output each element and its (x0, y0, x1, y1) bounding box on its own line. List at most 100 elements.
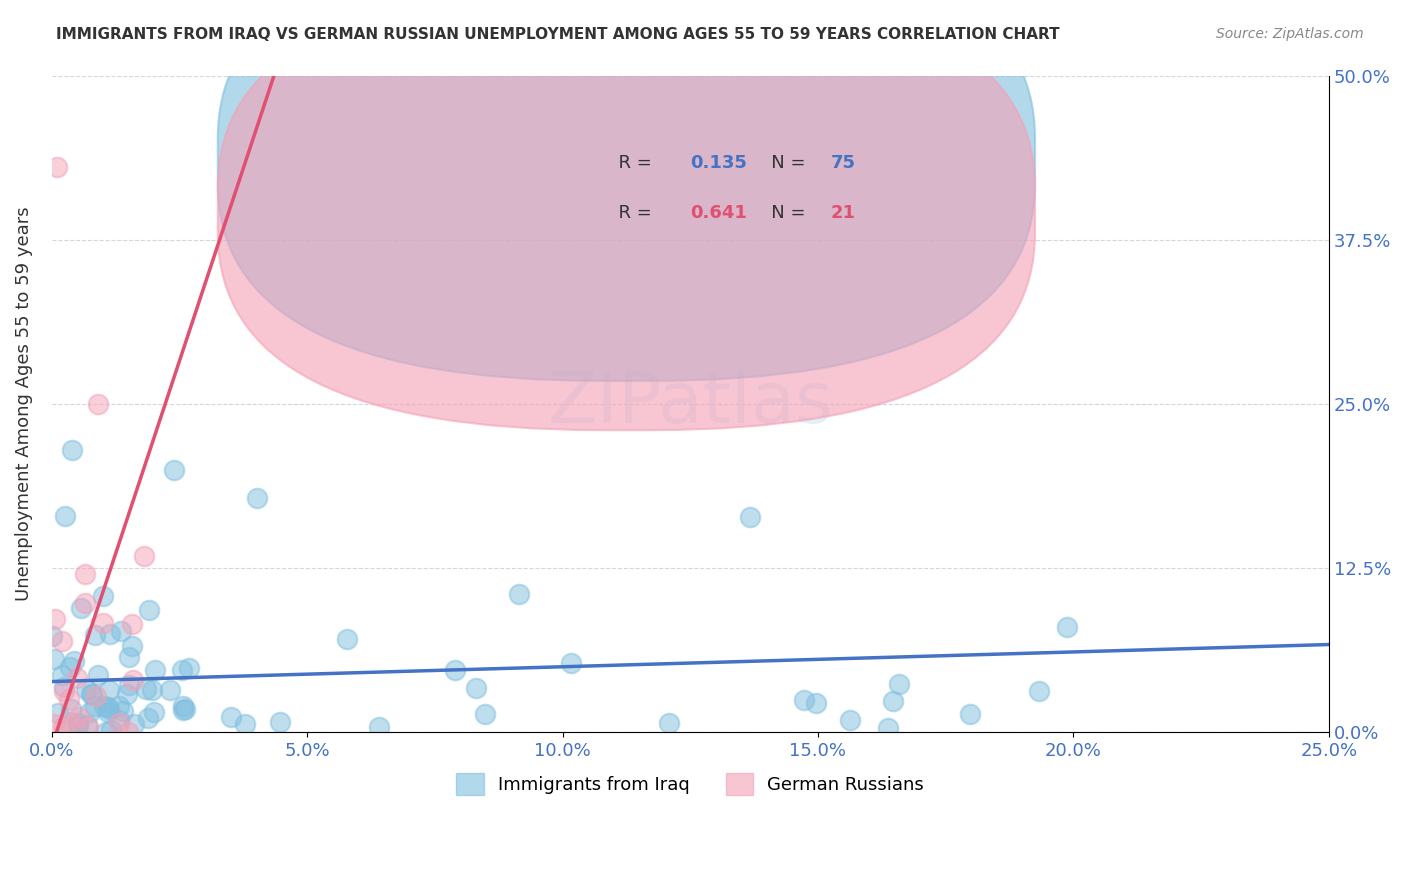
Text: R =: R = (607, 154, 658, 172)
Point (75, 567, 97, 582)
Point (159, 682, 181, 697)
Point (118, 649, 141, 664)
Point (110, 624, 132, 638)
Text: 21: 21 (831, 203, 856, 221)
Point (959, 706, 981, 721)
Point (93, 615, 115, 630)
Point (658, 716, 681, 731)
Point (170, 663, 193, 677)
Point (93, 698, 115, 713)
Point (100, 723, 122, 737)
Y-axis label: Unemployment Among Ages 55 to 59 years: Unemployment Among Ages 55 to 59 years (15, 207, 32, 601)
Text: 0.641: 0.641 (690, 203, 747, 221)
Point (41, 629, 63, 643)
Point (76, 718, 98, 732)
Point (121, 616, 143, 631)
Point (135, 681, 157, 696)
Point (172, 698, 194, 713)
Point (219, 709, 242, 723)
Text: N =: N = (754, 203, 811, 221)
Point (86, 667, 108, 681)
Point (87, 397, 110, 411)
Text: 0.135: 0.135 (690, 154, 747, 172)
Point (115, 687, 138, 701)
Point (83, 698, 105, 713)
Point (444, 664, 467, 678)
Point (560, 657, 582, 671)
Point (233, 716, 256, 731)
Point (58, 691, 80, 706)
Point (97, 705, 120, 719)
Point (138, 603, 160, 617)
Text: 75: 75 (831, 154, 856, 172)
Point (77, 720, 100, 734)
Text: ZIPatlas: ZIPatlas (547, 369, 834, 438)
Point (70, 601, 93, 615)
Point (83, 628, 105, 642)
Legend: Immigrants from Iraq, German Russians: Immigrants from Iraq, German Russians (449, 765, 931, 802)
Point (177, 661, 200, 675)
Point (508, 587, 530, 601)
Point (141, 683, 163, 698)
Point (84, 689, 107, 703)
Point (269, 715, 291, 730)
Point (44, 651, 66, 665)
Point (80, 688, 103, 702)
Point (122, 716, 145, 731)
Point (162, 462, 184, 476)
Point (143, 664, 166, 678)
Text: IMMIGRANTS FROM IRAQ VS GERMAN RUSSIAN UNEMPLOYMENT AMONG AGES 55 TO 59 YEARS CO: IMMIGRANTS FROM IRAQ VS GERMAN RUSSIAN U… (56, 27, 1060, 42)
Point (111, 704, 134, 718)
Point (46, 161, 69, 175)
Point (67, 716, 90, 731)
Point (66, 671, 89, 685)
Point (368, 720, 391, 734)
Point (174, 702, 197, 716)
Point (98, 627, 121, 641)
Point (79, 705, 101, 719)
Point (44, 716, 66, 731)
Point (882, 694, 904, 708)
FancyBboxPatch shape (218, 0, 1035, 430)
Point (60, 442, 83, 457)
Point (132, 549, 155, 563)
Point (108, 713, 131, 727)
Point (136, 711, 159, 725)
Point (117, 724, 139, 739)
Point (335, 632, 357, 647)
Point (740, 509, 762, 524)
Point (107, 699, 129, 714)
Point (53, 680, 76, 694)
Point (1056, 620, 1078, 634)
Point (246, 491, 269, 506)
Point (58, 715, 80, 730)
Point (51, 633, 73, 648)
Point (67, 719, 90, 733)
Point (63, 654, 86, 668)
Text: N =: N = (754, 154, 811, 172)
Point (464, 681, 486, 695)
Point (887, 677, 910, 691)
Point (53, 509, 76, 524)
Point (60, 702, 83, 716)
Point (142, 705, 165, 719)
Point (75, 596, 97, 610)
Point (96, 725, 118, 739)
Point (121, 639, 143, 653)
Point (793, 693, 815, 707)
Point (108, 716, 131, 731)
Point (98, 682, 121, 697)
Point (53, 683, 76, 698)
Point (97, 702, 120, 716)
Point (474, 707, 496, 722)
Point (118, 678, 141, 692)
Point (67, 710, 90, 724)
Point (1028, 683, 1050, 698)
Point (838, 713, 860, 727)
Point (75, 682, 97, 697)
FancyBboxPatch shape (218, 0, 1035, 381)
Text: Source: ZipAtlas.com: Source: ZipAtlas.com (1216, 27, 1364, 41)
Point (59, 660, 82, 674)
Point (80, 686, 103, 700)
Point (172, 703, 194, 717)
